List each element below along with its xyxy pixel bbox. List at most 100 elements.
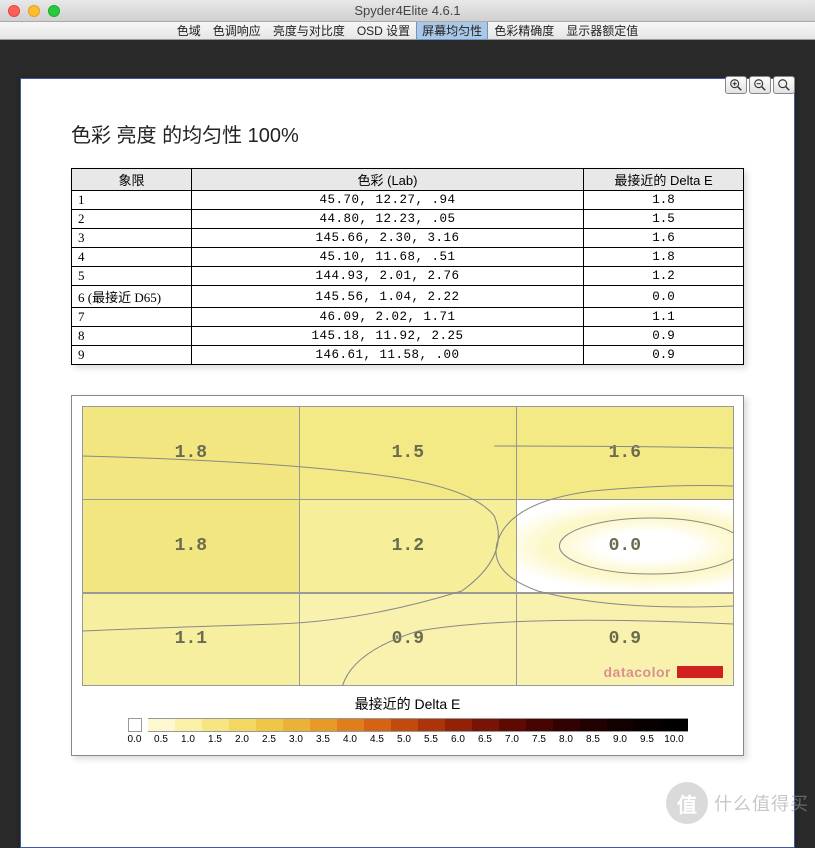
tab-bar: 色域色调响应亮度与对比度OSD 设置屏幕均匀性色彩精确度显示器额定值 <box>0 22 815 40</box>
cell-deltae: 0.0 <box>584 286 744 308</box>
heatmap-cell-3: 1.6 <box>516 406 734 500</box>
legend-tick: 9.0 <box>607 734 634 745</box>
legend-tick: 0.5 <box>148 734 175 745</box>
cell-quadrant: 5 <box>72 267 192 286</box>
legend-tick: 3.5 <box>310 734 337 745</box>
cell-lab: 145.56, 1.04, 2.22 <box>192 286 584 308</box>
legend-ticks: 0.00.51.01.52.02.53.03.54.04.55.05.56.06… <box>82 734 733 745</box>
cell-deltae: 1.8 <box>584 191 744 210</box>
tab-6[interactable]: 显示器额定值 <box>560 21 644 40</box>
cell-deltae: 1.2 <box>584 267 744 286</box>
cell-quadrant: 8 <box>72 327 192 346</box>
legend-tick: 4.0 <box>337 734 364 745</box>
cell-lab: 46.09, 2.02, 1.71 <box>192 308 584 327</box>
legend-swatch <box>526 718 553 732</box>
col-lab: 色彩 (Lab) <box>192 169 584 191</box>
cell-quadrant: 1 <box>72 191 192 210</box>
table-row: 4 45.10, 11.68, .511.8 <box>72 248 744 267</box>
minimize-icon[interactable] <box>28 5 40 17</box>
legend-swatch <box>391 718 418 732</box>
cell-quadrant: 6 (最接近 D65) <box>72 286 192 308</box>
legend-tick: 10.0 <box>661 734 688 745</box>
legend-tick: 6.5 <box>472 734 499 745</box>
heatmap-branding: datacolor <box>603 664 723 680</box>
cell-deltae: 1.6 <box>584 229 744 248</box>
table-row: 1 45.70, 12.27, .941.8 <box>72 191 744 210</box>
legend-swatch <box>229 718 256 732</box>
legend-tick: 7.5 <box>526 734 553 745</box>
heatmap-cell-7: 1.1 <box>82 593 300 687</box>
heatmap-cell-8: 0.9 <box>299 593 517 687</box>
heatmap-cell-1: 1.8 <box>82 406 300 500</box>
legend-swatch <box>634 718 661 732</box>
legend-swatch <box>553 718 580 732</box>
legend-swatch <box>661 718 688 732</box>
watermark-badge: 值 <box>666 782 708 824</box>
table-row: 8145.18, 11.92, 2.250.9 <box>72 327 744 346</box>
legend-swatch <box>175 718 202 732</box>
legend-swatch <box>472 718 499 732</box>
table-row: 9146.61, 11.58, .000.9 <box>72 346 744 365</box>
legend-tick: 5.0 <box>391 734 418 745</box>
zoom-icon[interactable] <box>48 5 60 17</box>
table-row: 3145.66, 2.30, 3.161.6 <box>72 229 744 248</box>
zoom-out-button[interactable] <box>749 76 771 94</box>
branding-text: datacolor <box>603 664 671 680</box>
legend-swatch <box>580 718 607 732</box>
tab-2[interactable]: 亮度与对比度 <box>267 21 351 40</box>
zoom-fit-button[interactable] <box>773 76 795 94</box>
cell-quadrant: 3 <box>72 229 192 248</box>
close-icon[interactable] <box>8 5 20 17</box>
table-row: 7 46.09, 2.02, 1.711.1 <box>72 308 744 327</box>
legend-tick: 2.0 <box>229 734 256 745</box>
table-row: 6 (最接近 D65)145.56, 1.04, 2.220.0 <box>72 286 744 308</box>
zoom-in-button[interactable] <box>725 76 747 94</box>
table-row: 2 44.80, 12.23, .051.5 <box>72 210 744 229</box>
legend-tick: 1.0 <box>175 734 202 745</box>
tab-4[interactable]: 屏幕均匀性 <box>416 21 488 40</box>
cell-quadrant: 4 <box>72 248 192 267</box>
tab-0[interactable]: 色域 <box>171 21 207 40</box>
cell-lab: 146.61, 11.58, .00 <box>192 346 584 365</box>
cell-lab: 45.10, 11.68, .51 <box>192 248 584 267</box>
table-header-row: 象限 色彩 (Lab) 最接近的 Delta E <box>72 169 744 191</box>
tab-1[interactable]: 色调响应 <box>207 21 267 40</box>
cell-lab: 144.93, 2.01, 2.76 <box>192 267 584 286</box>
legend-tick: 6.0 <box>445 734 472 745</box>
legend-swatch <box>310 718 337 732</box>
window-title: Spyder4Elite 4.6.1 <box>0 3 815 18</box>
tab-3[interactable]: OSD 设置 <box>351 21 416 40</box>
cell-lab: 145.18, 11.92, 2.25 <box>192 327 584 346</box>
col-quadrant: 象限 <box>72 169 192 191</box>
tab-5[interactable]: 色彩精确度 <box>488 21 560 40</box>
cell-deltae: 0.9 <box>584 346 744 365</box>
legend-zero-swatch <box>128 718 142 732</box>
col-deltae: 最接近的 Delta E <box>584 169 744 191</box>
legend-swatch <box>202 718 229 732</box>
heatmap-cell-6: 0.0 <box>516 499 734 593</box>
heatmap-cell-2: 1.5 <box>299 406 517 500</box>
titlebar: Spyder4Elite 4.6.1 <box>0 0 815 22</box>
work-area: 色彩 亮度 的均匀性 100% 象限 色彩 (Lab) 最接近的 Delta E… <box>0 40 815 828</box>
cell-deltae: 1.5 <box>584 210 744 229</box>
legend-tick: 8.5 <box>580 734 607 745</box>
legend-swatch <box>445 718 472 732</box>
legend-swatch <box>499 718 526 732</box>
legend-tick: 1.5 <box>202 734 229 745</box>
table-row: 5144.93, 2.01, 2.761.2 <box>72 267 744 286</box>
legend-swatch <box>418 718 445 732</box>
uniformity-table: 象限 色彩 (Lab) 最接近的 Delta E 1 45.70, 12.27,… <box>71 168 744 365</box>
cell-deltae: 0.9 <box>584 327 744 346</box>
legend-tick: 7.0 <box>499 734 526 745</box>
cell-quadrant: 2 <box>72 210 192 229</box>
legend-swatch <box>337 718 364 732</box>
cell-lab: 44.80, 12.23, .05 <box>192 210 584 229</box>
legend-title: 最接近的 Delta E <box>82 694 733 714</box>
table-body: 1 45.70, 12.27, .941.82 44.80, 12.23, .0… <box>72 191 744 365</box>
legend-tick: 4.5 <box>364 734 391 745</box>
cell-deltae: 1.8 <box>584 248 744 267</box>
cell-quadrant: 9 <box>72 346 192 365</box>
legend-tick: 8.0 <box>553 734 580 745</box>
heatmap-grid: 0.90.91.10.01.21.81.61.51.8 datacolor <box>82 406 733 686</box>
cell-quadrant: 7 <box>72 308 192 327</box>
